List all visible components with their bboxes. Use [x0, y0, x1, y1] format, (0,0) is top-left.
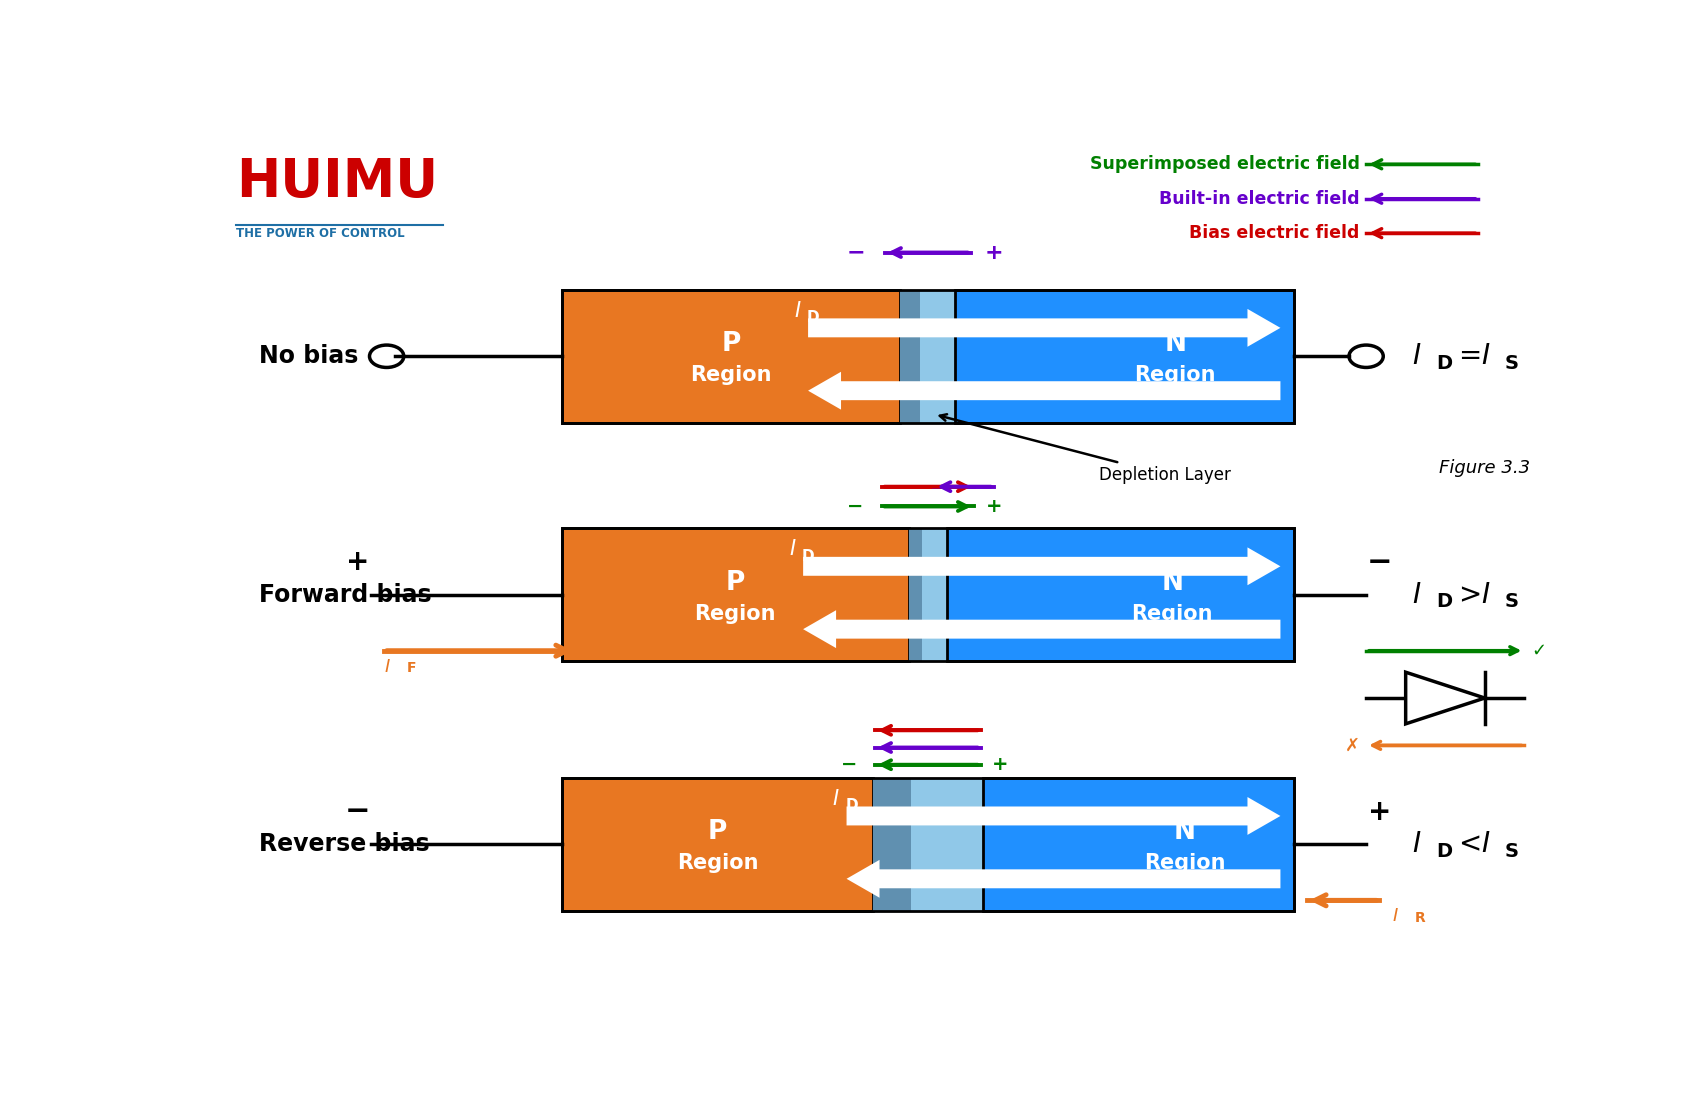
Text: Region: Region: [691, 366, 772, 386]
Text: −: −: [345, 797, 371, 826]
Text: +: +: [992, 756, 1009, 775]
Text: Superimposed electric field: Superimposed electric field: [1090, 155, 1359, 173]
Text: Built-in electric field: Built-in electric field: [1158, 190, 1359, 208]
Text: N: N: [1162, 570, 1184, 596]
Text: +: +: [985, 498, 1002, 517]
Bar: [983, 778, 1293, 911]
Text: Region: Region: [677, 853, 759, 873]
Text: S: S: [1505, 593, 1519, 612]
Bar: [912, 778, 983, 911]
Text: $I$: $I$: [1300, 363, 1306, 383]
Text: +: +: [985, 243, 1004, 263]
Bar: [561, 528, 908, 662]
Text: $I$: $I$: [1300, 852, 1306, 872]
Text: −: −: [847, 498, 864, 517]
Bar: [561, 528, 1294, 662]
Bar: [561, 778, 873, 911]
Text: <$I$: <$I$: [1458, 831, 1492, 859]
Text: F: F: [407, 661, 417, 675]
Text: =$I$: =$I$: [1458, 342, 1492, 370]
Text: Depletion Layer: Depletion Layer: [939, 415, 1232, 484]
Text: d: d: [1311, 861, 1323, 877]
Polygon shape: [803, 548, 1281, 585]
Bar: [561, 778, 1294, 911]
Polygon shape: [803, 610, 1281, 648]
Text: THE POWER OF CONTROL: THE POWER OF CONTROL: [236, 227, 405, 240]
Text: $I$: $I$: [789, 539, 796, 559]
Bar: [873, 778, 912, 911]
Text: Region: Region: [1131, 604, 1213, 624]
Text: Bias electric field: Bias electric field: [1189, 224, 1359, 243]
Text: D: D: [1436, 353, 1453, 372]
Text: D: D: [845, 798, 857, 814]
Text: D: D: [1436, 593, 1453, 612]
Text: $I$: $I$: [1412, 342, 1422, 370]
Bar: [561, 290, 900, 423]
Text: D: D: [806, 311, 820, 325]
Text: S: S: [1505, 842, 1519, 861]
Text: Region: Region: [694, 604, 776, 624]
Text: Region: Region: [1135, 366, 1216, 386]
Text: +: +: [1368, 797, 1391, 826]
Text: D: D: [1436, 842, 1453, 861]
Text: $I$: $I$: [1300, 603, 1306, 623]
Bar: [900, 290, 920, 423]
Text: HUIMU: HUIMU: [236, 155, 439, 208]
Text: Figure 3.3: Figure 3.3: [1439, 459, 1529, 477]
Text: −: −: [840, 756, 857, 775]
Text: d: d: [1311, 373, 1323, 388]
Bar: [561, 290, 1294, 423]
Text: −: −: [847, 243, 866, 263]
Text: ✗: ✗: [1344, 737, 1359, 755]
Polygon shape: [808, 372, 1281, 409]
Text: P: P: [708, 819, 726, 845]
Text: D: D: [801, 549, 815, 563]
Polygon shape: [847, 797, 1281, 835]
Bar: [920, 290, 956, 423]
Text: P: P: [721, 331, 742, 358]
Polygon shape: [1405, 672, 1485, 723]
Bar: [947, 528, 1293, 662]
Text: N: N: [1163, 331, 1186, 358]
Bar: [908, 528, 922, 662]
Text: N: N: [1174, 819, 1196, 845]
Text: P: P: [726, 570, 745, 596]
Text: $I$: $I$: [384, 657, 391, 675]
Text: Forward bias: Forward bias: [259, 582, 432, 607]
Text: >$I$: >$I$: [1458, 580, 1492, 608]
Text: −: −: [1366, 548, 1391, 577]
Text: Region: Region: [1145, 853, 1225, 873]
Text: $I$: $I$: [794, 301, 801, 321]
Text: $I$: $I$: [1412, 831, 1422, 859]
Text: ✓: ✓: [1531, 642, 1546, 660]
Polygon shape: [847, 860, 1281, 898]
Text: $I$: $I$: [1412, 580, 1422, 608]
Text: $I$: $I$: [832, 789, 840, 809]
Text: +: +: [345, 548, 369, 576]
Text: $I$: $I$: [1393, 907, 1400, 926]
Bar: [956, 290, 1293, 423]
Text: Reverse bias: Reverse bias: [259, 833, 429, 856]
Text: No bias: No bias: [259, 344, 359, 368]
Text: d: d: [1311, 612, 1323, 626]
Bar: [922, 528, 947, 662]
Polygon shape: [808, 309, 1281, 347]
Text: R: R: [1415, 911, 1425, 925]
Text: S: S: [1505, 353, 1519, 372]
